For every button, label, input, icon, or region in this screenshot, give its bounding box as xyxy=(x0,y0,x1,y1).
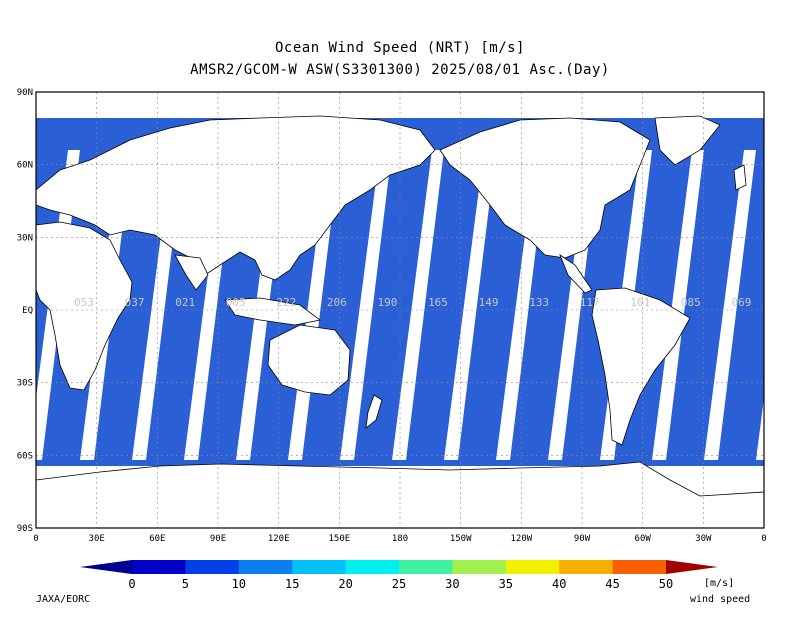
colorbar-segment xyxy=(238,560,293,574)
colorbar-segment xyxy=(185,560,240,574)
colorbar-segment xyxy=(452,560,507,574)
land-central-america xyxy=(559,253,593,294)
orbit-label: 021 xyxy=(175,296,195,309)
colorbar-tick-label: 50 xyxy=(659,577,673,591)
colorbar-tick-label: 35 xyxy=(499,577,513,591)
orbit-label: 005 xyxy=(226,296,246,309)
lat-tick-label: 60S xyxy=(17,451,33,461)
colorbar-tick-label: 40 xyxy=(552,577,566,591)
colorbar-tick-label: 0 xyxy=(128,577,135,591)
colorbar-segment xyxy=(612,560,667,574)
lon-tick-label: 30E xyxy=(89,534,105,544)
colorbar: 0 5 10 15 20 25 30 35 40 45 50 xyxy=(80,560,718,591)
lon-tick-label: 90W xyxy=(574,534,591,544)
colorbar-tick-label: 10 xyxy=(232,577,246,591)
colorbar-segment xyxy=(505,560,560,574)
orbit-label: 165 xyxy=(428,296,448,309)
land-india xyxy=(174,254,209,291)
colorbar-over-arrow xyxy=(666,560,718,574)
lat-tick-label: 90S xyxy=(17,524,33,534)
land-north-america xyxy=(439,117,651,259)
lon-tick-label: 90E xyxy=(210,534,226,544)
colorbar-unit: [m/s] xyxy=(704,578,735,589)
swath-gap xyxy=(652,150,704,460)
colorbar-tick-label: 5 xyxy=(182,577,189,591)
land-greenland xyxy=(654,115,721,166)
land-australia xyxy=(267,324,351,396)
swath-gap xyxy=(756,398,764,460)
orbit-label: 190 xyxy=(377,296,397,309)
colorbar-segment xyxy=(292,560,347,574)
colorbar-segment xyxy=(559,560,614,574)
orbit-label: 133 xyxy=(529,296,549,309)
colorbar-segment xyxy=(399,560,453,574)
land-uk xyxy=(733,164,747,191)
orbit-label: 222 xyxy=(276,296,296,309)
colorbar-segment xyxy=(345,560,400,574)
orbit-label: 085 xyxy=(681,296,701,309)
lon-tick-label: 30W xyxy=(695,534,712,544)
land-indonesia xyxy=(224,297,321,326)
orbit-label: 069 xyxy=(731,296,751,309)
orbit-label: 037 xyxy=(125,296,145,309)
credit-label: JAXA/EORC xyxy=(36,594,91,605)
colorbar-tick-label: 15 xyxy=(285,577,299,591)
orbit-label: 053 xyxy=(74,296,94,309)
map-frame xyxy=(35,91,765,529)
lon-tick-label: 150E xyxy=(328,534,350,544)
lon-tick-label: 0 xyxy=(761,534,766,544)
colorbar-tick-label: 25 xyxy=(392,577,406,591)
map-subtitle: AMSR2/GCOM-W ASW(S3301300) 2025/08/01 As… xyxy=(190,62,610,78)
colorbar-tick-label: 20 xyxy=(338,577,352,591)
orbit-label: 101 xyxy=(630,296,650,309)
lat-tick-label: 60N xyxy=(17,161,33,171)
lon-tick-label: 150W xyxy=(450,534,472,544)
lat-tick-label: 30N xyxy=(17,233,33,243)
lat-tick-label: EQ xyxy=(22,306,33,316)
orbit-label: 117 xyxy=(580,296,600,309)
lon-tick-label: 0 xyxy=(33,534,38,544)
lon-tick-label: 180 xyxy=(392,534,408,544)
land-eurasia xyxy=(36,115,436,281)
land-south-america xyxy=(591,287,691,446)
swath-gap xyxy=(392,150,444,460)
colorbar-tick-label: 30 xyxy=(445,577,459,591)
colorbar-under-arrow xyxy=(80,560,132,574)
map-title: Ocean Wind Speed (NRT) [m/s] xyxy=(274,40,525,56)
lon-tick-label: 120W xyxy=(510,534,532,544)
land-new-zealand xyxy=(365,394,383,429)
lon-tick-label: 60W xyxy=(635,534,652,544)
orbit-label: 149 xyxy=(479,296,499,309)
lat-tick-label: 30S xyxy=(17,379,33,389)
colorbar-unit-label: wind speed xyxy=(690,594,751,605)
lon-tick-label: 60E xyxy=(149,534,165,544)
lat-tick-label: 90N xyxy=(17,88,33,98)
colorbar-tick-label: 45 xyxy=(605,577,619,591)
land-africa xyxy=(36,221,133,391)
colorbar-segment xyxy=(132,560,186,574)
lon-tick-label: 120E xyxy=(268,534,290,544)
orbit-label: 206 xyxy=(327,296,347,309)
